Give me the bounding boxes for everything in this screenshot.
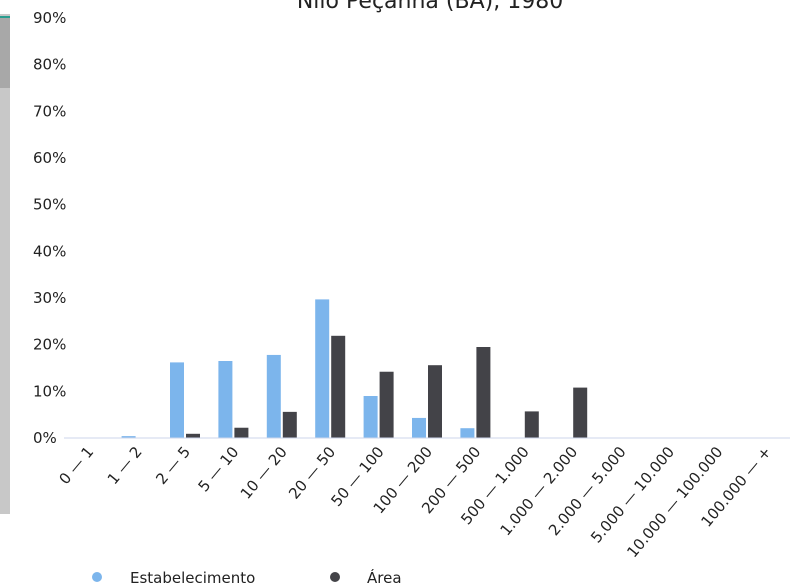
bars [121,299,588,438]
bar-estabelecimento[interactable] [315,299,330,438]
y-tick-label: 0% [33,429,57,447]
x-tick-label: 0 — 1 [55,443,97,488]
legend[interactable]: Estabelecimento Área [92,568,402,585]
chart-title: Nilo Peçanha (BA), 1980 [297,0,563,14]
bar-area[interactable] [234,427,249,438]
bar-area[interactable] [476,347,491,438]
bar-estabelecimento[interactable] [121,436,136,438]
x-tick-label: 2 — 5 [152,443,194,488]
bar-estabelecimento[interactable] [363,396,378,438]
bar-area[interactable] [331,335,346,438]
y-tick-label: 50% [33,196,66,214]
legend-marker[interactable] [330,572,340,582]
bar-area[interactable] [379,371,394,438]
scrollbar-track[interactable] [0,14,10,514]
y-tick-label: 60% [33,149,66,167]
bar-estabelecimento[interactable] [218,361,233,438]
x-tick-label: 5.000 — 10.000 [587,443,678,546]
bar-area[interactable] [186,433,200,438]
y-tick-label: 80% [33,56,66,74]
bar-estabelecimento[interactable] [170,362,184,438]
bar-area[interactable] [524,411,539,438]
x-tick-label: 10 — 20 [237,443,291,503]
bar-estabelecimento[interactable] [412,417,426,438]
scrollbar-thumb[interactable] [0,16,10,88]
y-axis-ticks: 0% 10% 20% 30% 40% 50% 60% 70% 80% 90% [33,9,66,447]
legend-label[interactable]: Estabelecimento [130,569,255,585]
x-tick-label: 1 — 2 [104,443,146,488]
bar-area[interactable] [573,387,588,438]
y-tick-label: 30% [33,289,66,307]
y-tick-label: 70% [33,102,66,120]
bar-area[interactable] [282,411,297,438]
y-tick-label: 20% [33,336,66,354]
y-tick-label: 90% [33,9,66,27]
bar-area[interactable] [428,365,442,438]
x-tick-label: 5 — 10 [194,443,242,495]
legend-marker[interactable] [92,572,102,582]
y-tick-label: 40% [33,242,66,260]
bar-estabelecimento[interactable] [460,428,475,438]
bar-estabelecimento[interactable] [266,354,281,438]
y-tick-label: 10% [33,382,66,400]
legend-label[interactable]: Área [367,568,402,585]
